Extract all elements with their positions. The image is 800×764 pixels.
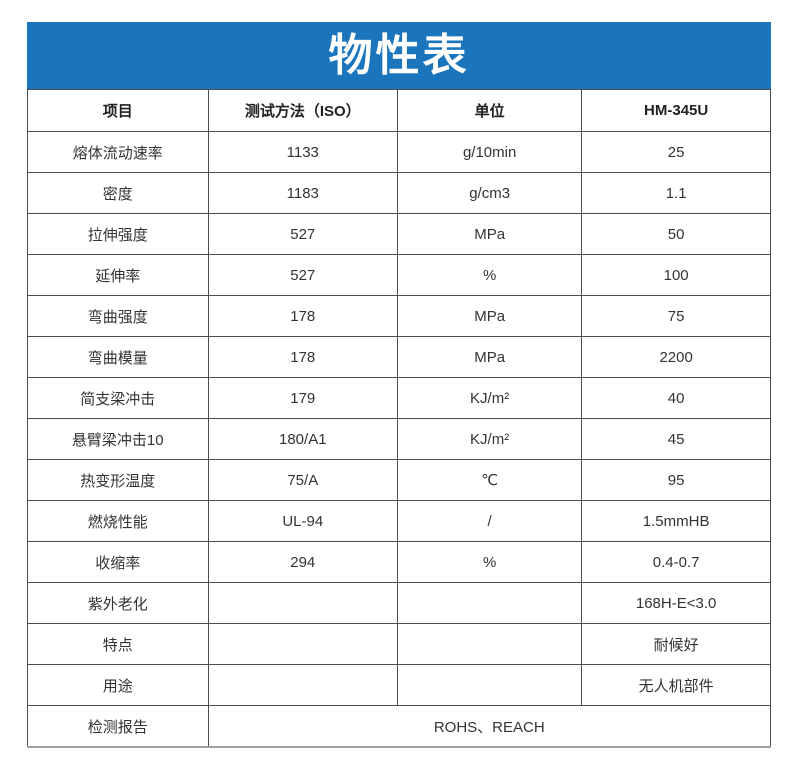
cell-value: 耐候好	[581, 623, 771, 665]
page-title: 物性表	[328, 30, 470, 80]
cell-unit: MPa	[396, 336, 583, 378]
cell-item: 弯曲强度	[27, 295, 209, 337]
cell-method: 1183	[207, 172, 399, 214]
cell-item: 拉伸强度	[27, 213, 209, 255]
table-row: 紫外老化 168H-E<3.0	[27, 582, 771, 624]
cell-value: 95	[581, 459, 771, 501]
cell-unit: KJ/m²	[396, 377, 583, 419]
table-row: 拉伸强度 527 MPa 50	[27, 213, 771, 255]
cell-item: 特点	[27, 623, 209, 665]
table-row: 弯曲强度 178 MPa 75	[27, 295, 771, 337]
table-row: 用途 无人机部件	[27, 664, 771, 706]
cell-unit	[396, 623, 583, 665]
cell-item: 收缩率	[27, 541, 209, 583]
report-row: 检测报告 ROHS、REACH	[27, 705, 772, 748]
cell-value: 1.5mmHB	[581, 500, 771, 542]
property-sheet: 物性表 项目 测试方法（ISO） 单位 HM-345U 熔体流动速率 1133 …	[27, 22, 772, 748]
cell-item: 简支梁冲击	[27, 377, 209, 419]
cell-item: 燃烧性能	[27, 500, 209, 542]
table-row: 收缩率 294 % 0.4-0.7	[27, 541, 771, 583]
properties-table: 项目 测试方法（ISO） 单位 HM-345U 熔体流动速率 1133 g/10…	[27, 89, 772, 748]
column-header-grade: HM-345U	[581, 89, 771, 132]
table-row: 简支梁冲击 179 KJ/m² 40	[27, 377, 771, 419]
cell-value: 50	[581, 213, 771, 255]
table-row: 弯曲模量 178 MPa 2200	[27, 336, 771, 378]
cell-unit: MPa	[396, 213, 583, 255]
column-header-method: 测试方法（ISO）	[207, 89, 399, 132]
cell-unit: KJ/m²	[396, 418, 583, 460]
column-header-unit: 单位	[396, 89, 583, 132]
cell-method: 178	[207, 295, 399, 337]
table-row: 热变形温度 75/A ℃ 95	[27, 459, 771, 501]
cell-value: 无人机部件	[581, 664, 771, 706]
title-banner: 物性表	[27, 22, 771, 89]
cell-value: 45	[581, 418, 771, 460]
cell-method: 178	[207, 336, 399, 378]
cell-method: 75/A	[207, 459, 399, 501]
cell-method: 527	[207, 213, 399, 255]
cell-method: 1133	[207, 131, 399, 173]
cell-value: 25	[581, 131, 771, 173]
cell-value: 40	[581, 377, 771, 419]
cell-method	[207, 664, 399, 706]
cell-item: 熔体流动速率	[27, 131, 209, 173]
cell-item: 密度	[27, 172, 209, 214]
header-row: 项目 测试方法（ISO） 单位 HM-345U	[27, 89, 771, 132]
cell-value: 168H-E<3.0	[581, 582, 771, 624]
cell-method: 179	[207, 377, 399, 419]
table-row: 熔体流动速率 1133 g/10min 25	[27, 131, 771, 173]
cell-value: 0.4-0.7	[581, 541, 771, 583]
cell-method: 294	[207, 541, 399, 583]
table-row: 特点 耐候好	[27, 623, 771, 665]
cell-value: 100	[581, 254, 771, 296]
cell-unit	[396, 664, 583, 706]
cell-unit: g/10min	[396, 131, 583, 173]
cell-unit: %	[396, 541, 583, 583]
cell-item: 延伸率	[27, 254, 209, 296]
cell-method: 180/A1	[207, 418, 399, 460]
cell-item: 弯曲模量	[27, 336, 209, 378]
cell-value: 75	[581, 295, 771, 337]
cell-method	[207, 582, 399, 624]
table-row: 燃烧性能 UL-94 / 1.5mmHB	[27, 500, 771, 542]
cell-item: 悬臂梁冲击10	[27, 418, 209, 460]
cell-value: 1.1	[581, 172, 771, 214]
cell-item: 热变形温度	[27, 459, 209, 501]
cell-item: 紫外老化	[27, 582, 209, 624]
table-row: 悬臂梁冲击10 180/A1 KJ/m² 45	[27, 418, 771, 460]
cell-report-value: ROHS、REACH	[207, 705, 772, 748]
cell-unit: MPa	[396, 295, 583, 337]
cell-unit: ℃	[396, 459, 583, 501]
cell-unit: /	[396, 500, 583, 542]
cell-item: 用途	[27, 664, 209, 706]
cell-unit: %	[396, 254, 583, 296]
cell-value: 2200	[581, 336, 771, 378]
cell-unit: g/cm3	[396, 172, 583, 214]
cell-method: UL-94	[207, 500, 399, 542]
cell-method	[207, 623, 399, 665]
cell-method: 527	[207, 254, 399, 296]
cell-unit	[396, 582, 583, 624]
table-row: 密度 1183 g/cm3 1.1	[27, 172, 771, 214]
table-row: 延伸率 527 % 100	[27, 254, 771, 296]
column-header-item: 项目	[27, 89, 209, 132]
cell-item: 检测报告	[27, 705, 209, 748]
